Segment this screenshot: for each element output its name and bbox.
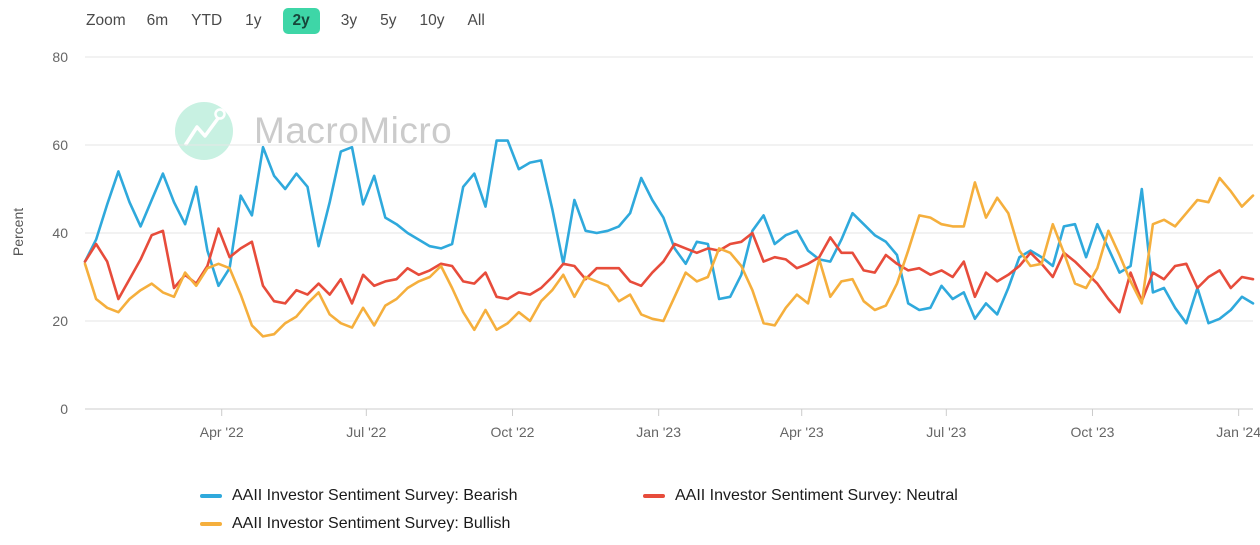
legend-item-bearish[interactable]: AAII Investor Sentiment Survey: Bearish xyxy=(200,487,517,505)
x-tick-label: Apr '22 xyxy=(199,424,244,440)
legend-item-bullish[interactable]: AAII Investor Sentiment Survey: Bullish xyxy=(200,515,510,533)
x-tick-label: Jul '23 xyxy=(926,424,967,440)
series-lines xyxy=(83,139,1255,338)
gridlines xyxy=(85,56,1253,410)
series-line-bullish xyxy=(83,176,1255,338)
plot-area[interactable] xyxy=(85,57,1253,409)
y-tick-label: 0 xyxy=(60,401,68,417)
range-button-all[interactable]: All xyxy=(467,12,485,29)
y-tick-label: 60 xyxy=(52,137,68,153)
range-button-2y[interactable]: 2y xyxy=(282,8,320,34)
range-selector-toolbar: Zoom 6m YTD 1y 2y 3y 5y 10y All xyxy=(86,8,487,34)
zigzag-line-icon xyxy=(184,115,221,146)
bearish-line-swatch-icon xyxy=(200,494,222,498)
x-tick-label: Oct '23 xyxy=(1070,424,1115,440)
zoom-label: Zoom xyxy=(86,12,126,29)
series-line-neutral xyxy=(83,227,1255,314)
range-button-10y[interactable]: 10y xyxy=(419,12,445,29)
range-button-1y[interactable]: 1y xyxy=(245,12,262,29)
legend-label: AAII Investor Sentiment Survey: Bearish xyxy=(232,487,518,504)
range-button-3y[interactable]: 3y xyxy=(340,12,358,29)
neutral-line-swatch-icon xyxy=(643,494,665,498)
x-tick-label: Jan '23 xyxy=(636,424,681,440)
legend-label: AAII Investor Sentiment Survey: Neutral xyxy=(675,487,958,504)
y-tick-label: 80 xyxy=(52,49,68,65)
x-tick-label: Jan '24 xyxy=(1216,424,1260,440)
zigzag-dot-icon xyxy=(214,108,226,120)
watermark-brand-text: MacroMicro xyxy=(254,110,452,152)
range-button-5y[interactable]: 5y xyxy=(380,12,397,29)
x-tick-label: Jul '22 xyxy=(346,424,387,440)
legend-label: AAII Investor Sentiment Survey: Bullish xyxy=(232,515,511,532)
bullish-line-swatch-icon xyxy=(200,522,222,526)
x-tick-label: Oct '22 xyxy=(490,424,535,440)
y-tick-label: 20 xyxy=(52,313,68,329)
y-tick-label: 40 xyxy=(52,225,68,241)
legend-item-neutral[interactable]: AAII Investor Sentiment Survey: Neutral xyxy=(643,487,958,505)
x-ticks xyxy=(221,409,1240,416)
range-button-ytd[interactable]: YTD xyxy=(191,12,223,29)
x-tick-label: Apr '23 xyxy=(779,424,824,440)
range-button-6m[interactable]: 6m xyxy=(146,12,169,29)
series-line-bearish xyxy=(83,139,1255,325)
